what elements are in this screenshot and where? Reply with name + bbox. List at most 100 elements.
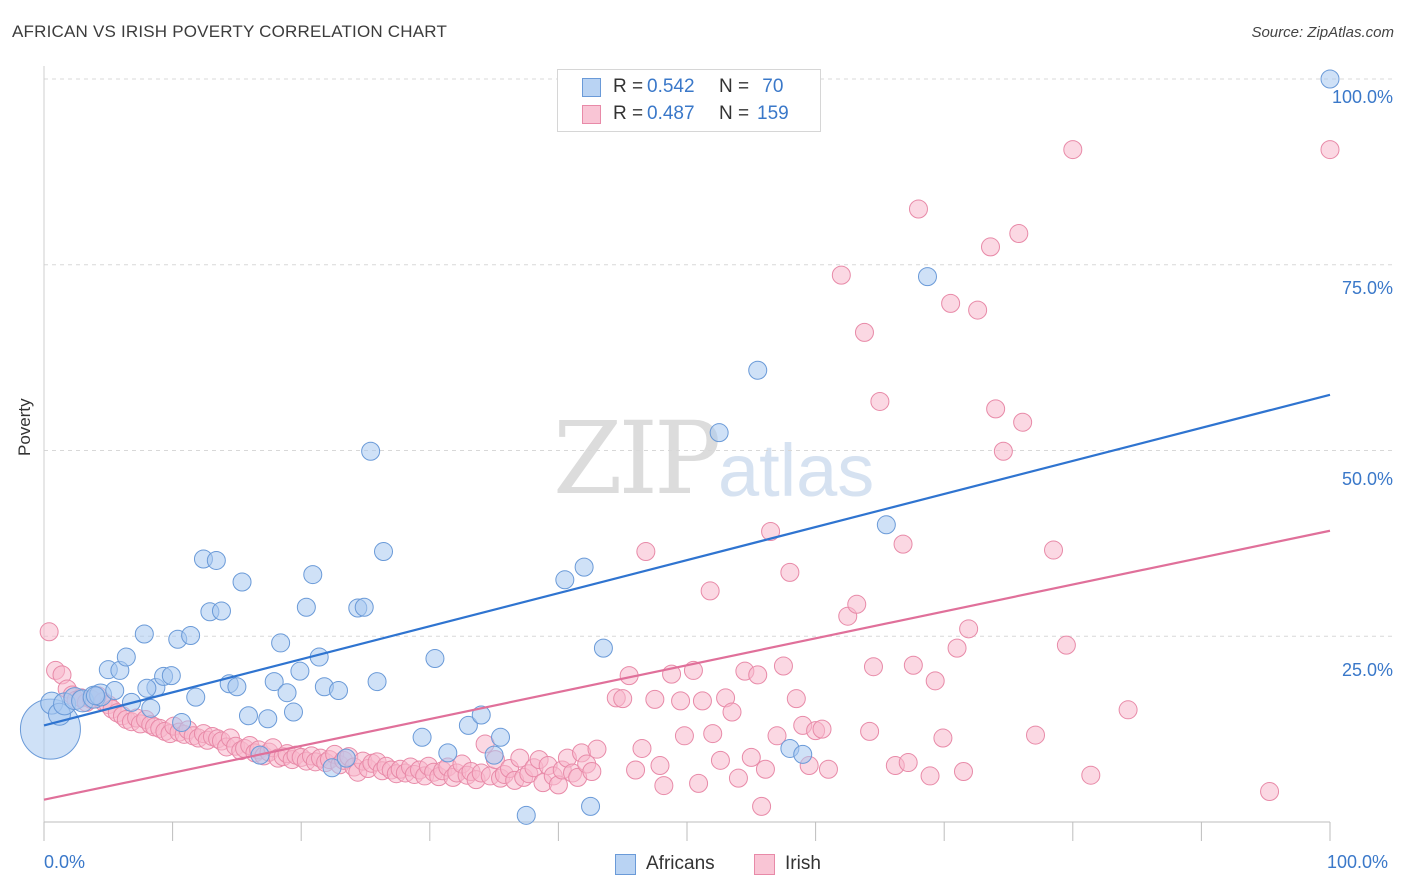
correlation-legend: R = 0.542 N = 70 R = 0.487 N = 159: [557, 69, 821, 132]
legend-r-label: R =: [613, 103, 644, 124]
irish-point: [773, 656, 793, 676]
africans-point: [232, 572, 252, 592]
irish-point: [767, 726, 787, 746]
africans-point: [917, 267, 937, 287]
irish-point: [908, 199, 928, 219]
irish-point: [831, 265, 851, 285]
africans-point: [555, 570, 575, 590]
africans-point: [1320, 69, 1340, 89]
irish-point: [786, 689, 806, 709]
irish-point: [703, 724, 723, 744]
africans-point: [227, 677, 247, 697]
legend-row-africans: R = 0.542 N = 70: [558, 74, 783, 100]
irish-point: [893, 534, 913, 554]
irish-point: [854, 322, 874, 342]
irish-point: [860, 721, 880, 741]
irish-point: [1044, 540, 1064, 560]
irish-point: [812, 719, 832, 739]
irish-point: [710, 750, 730, 770]
irish-point: [1118, 700, 1138, 720]
watermark-atlas: atlas: [718, 429, 875, 512]
africans-point: [116, 647, 136, 667]
irish-point: [613, 689, 633, 709]
irish-point: [728, 768, 748, 788]
africans-point: [296, 597, 316, 617]
legend-r-value: 0.542: [647, 76, 695, 97]
legend-label-irish: Irish: [785, 853, 821, 874]
legend-r-label: R =: [613, 76, 644, 97]
irish-point: [847, 594, 867, 614]
irish-point: [650, 756, 670, 776]
africans-point: [412, 727, 432, 747]
irish-point: [863, 657, 883, 677]
africans-point: [484, 745, 504, 765]
africans-legend-swatch: [615, 853, 636, 875]
africans-point: [361, 441, 381, 461]
africans-point: [593, 638, 613, 658]
irish-point: [748, 665, 768, 685]
irish-point: [654, 776, 674, 796]
y-tick-label-75: 75.0%: [1341, 278, 1393, 298]
irish-point: [968, 300, 988, 320]
africans-point: [322, 758, 342, 778]
irish-point: [898, 753, 918, 773]
legend-n-label: N =: [719, 103, 750, 124]
irish-point: [671, 691, 691, 711]
africans-point: [438, 743, 458, 763]
africans-point: [290, 661, 310, 681]
africans-point: [425, 649, 445, 669]
irish-trend-line: [43, 529, 1331, 801]
chart-title: AFRICAN VS IRISH POVERTY CORRELATION CHA…: [12, 22, 448, 41]
africans-point: [876, 515, 896, 535]
x-tick-label-100: 100.0%: [1327, 852, 1389, 872]
africans-point: [354, 597, 374, 617]
irish-point: [722, 702, 742, 722]
y-axis-title: Poverty: [15, 398, 34, 456]
irish-point: [993, 441, 1013, 461]
watermark-zip: ZIP: [553, 400, 721, 517]
irish-point: [752, 796, 772, 816]
africans-point: [303, 565, 323, 585]
irish-point: [692, 691, 712, 711]
irish-swatch: [582, 104, 601, 124]
africans-point: [211, 601, 231, 621]
africans-point: [574, 557, 594, 577]
legend-n-value: 70: [757, 76, 784, 97]
irish-point: [920, 766, 940, 786]
y-tick-label-25: 25.0%: [1341, 660, 1393, 680]
africans-point: [367, 672, 387, 692]
irish-point: [941, 293, 961, 313]
irish-point: [582, 761, 602, 781]
africans-point: [581, 796, 601, 816]
africans-point: [206, 550, 226, 570]
legend-item-africans[interactable]: Africans: [615, 852, 715, 876]
irish-point: [780, 562, 800, 582]
irish-point: [933, 728, 953, 748]
africans-point: [709, 423, 729, 443]
irish-point: [903, 655, 923, 675]
legend-r-value: 0.487: [647, 103, 695, 124]
irish-point: [700, 581, 720, 601]
africans-point: [141, 698, 161, 718]
legend-n-value: 159: [757, 103, 789, 124]
irish-point: [741, 747, 761, 767]
africans-point: [271, 633, 291, 653]
africans-point: [793, 744, 813, 764]
africans-point: [238, 706, 258, 726]
africans-point: [336, 748, 356, 768]
irish-point: [925, 671, 945, 691]
legend-n-label: N =: [719, 76, 750, 97]
legend-row-irish: R = 0.487 N = 159: [558, 101, 789, 127]
legend-item-irish[interactable]: Irish: [754, 852, 821, 876]
irish-point: [818, 759, 838, 779]
africans-point: [85, 686, 105, 706]
africans-point: [283, 702, 303, 722]
irish-point: [689, 773, 709, 793]
africans-point: [458, 715, 478, 735]
irish-point: [1260, 782, 1280, 802]
source-label: Source: ZipAtlas.com: [1251, 24, 1394, 41]
irish-point: [761, 521, 781, 541]
africans-swatch: [582, 77, 601, 97]
irish-point: [870, 391, 890, 411]
irish-point: [674, 726, 694, 746]
